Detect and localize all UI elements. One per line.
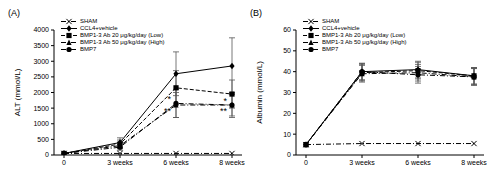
- svg-text:8 weeks: 8 weeks: [461, 159, 487, 166]
- svg-text:3 weeks: 3 weeks: [107, 159, 133, 166]
- svg-text:3 weeks: 3 weeks: [349, 159, 375, 166]
- html-text:BMP1-3 Ab 50 μg/kg/day (High): BMP1-3 Ab 50 μg/kg/day (High): [80, 39, 165, 45]
- html-text:CCL4+vehicle: CCL4+vehicle: [80, 25, 118, 31]
- svg-text:0: 0: [287, 151, 291, 158]
- svg-text:0: 0: [62, 159, 66, 166]
- html-text:CCL4+vehicle: CCL4+vehicle: [322, 25, 360, 31]
- svg-text:6 weeks: 6 weeks: [163, 159, 189, 166]
- svg-text:*: *: [167, 94, 171, 104]
- svg-text:**: **: [164, 106, 172, 116]
- svg-text:*: *: [223, 96, 227, 106]
- html-text:(B): (B): [250, 8, 262, 18]
- svg-text:3000: 3000: [33, 58, 49, 65]
- svg-text:3500: 3500: [33, 42, 49, 49]
- svg-text:8 weeks: 8 weeks: [219, 159, 245, 166]
- svg-text:ALT (mmol/L): ALT (mmol/L): [13, 68, 22, 116]
- svg-text:**: **: [220, 106, 228, 116]
- svg-text:30: 30: [283, 89, 291, 96]
- html-text:BMP1-3 Ab 50 μg/kg/day (High): BMP1-3 Ab 50 μg/kg/day (High): [322, 39, 407, 45]
- html-text:BMP7: BMP7: [322, 46, 339, 52]
- svg-text:10: 10: [283, 131, 291, 138]
- svg-text:1500: 1500: [33, 105, 49, 112]
- svg-text:0: 0: [45, 151, 49, 158]
- svg-text:Albumin (mmol/L): Albumin (mmol/L): [255, 61, 264, 124]
- html-text:BMP1-3 Ab 20 μg/kg/day (Low): BMP1-3 Ab 20 μg/kg/day (Low): [322, 32, 406, 38]
- svg-text:6 weeks: 6 weeks: [405, 159, 431, 166]
- html-text:BMP7: BMP7: [80, 46, 97, 52]
- html-text:SHAM: SHAM: [80, 18, 98, 24]
- svg-text:50: 50: [283, 47, 291, 54]
- svg-text:20: 20: [283, 110, 291, 117]
- svg-text:40: 40: [283, 68, 291, 75]
- svg-text:2500: 2500: [33, 73, 49, 80]
- svg-text:500: 500: [37, 136, 49, 143]
- svg-text:2000: 2000: [33, 89, 49, 96]
- svg-text:0: 0: [304, 159, 308, 166]
- html-text:SHAM: SHAM: [322, 18, 340, 24]
- svg-text:1000: 1000: [33, 120, 49, 127]
- svg-text:4000: 4000: [33, 26, 49, 33]
- html-text:(A): (A): [8, 8, 20, 18]
- html-text:BMP1-3 Ab 20 μg/kg/day (Low): BMP1-3 Ab 20 μg/kg/day (Low): [80, 32, 164, 38]
- svg-text:60: 60: [283, 26, 291, 33]
